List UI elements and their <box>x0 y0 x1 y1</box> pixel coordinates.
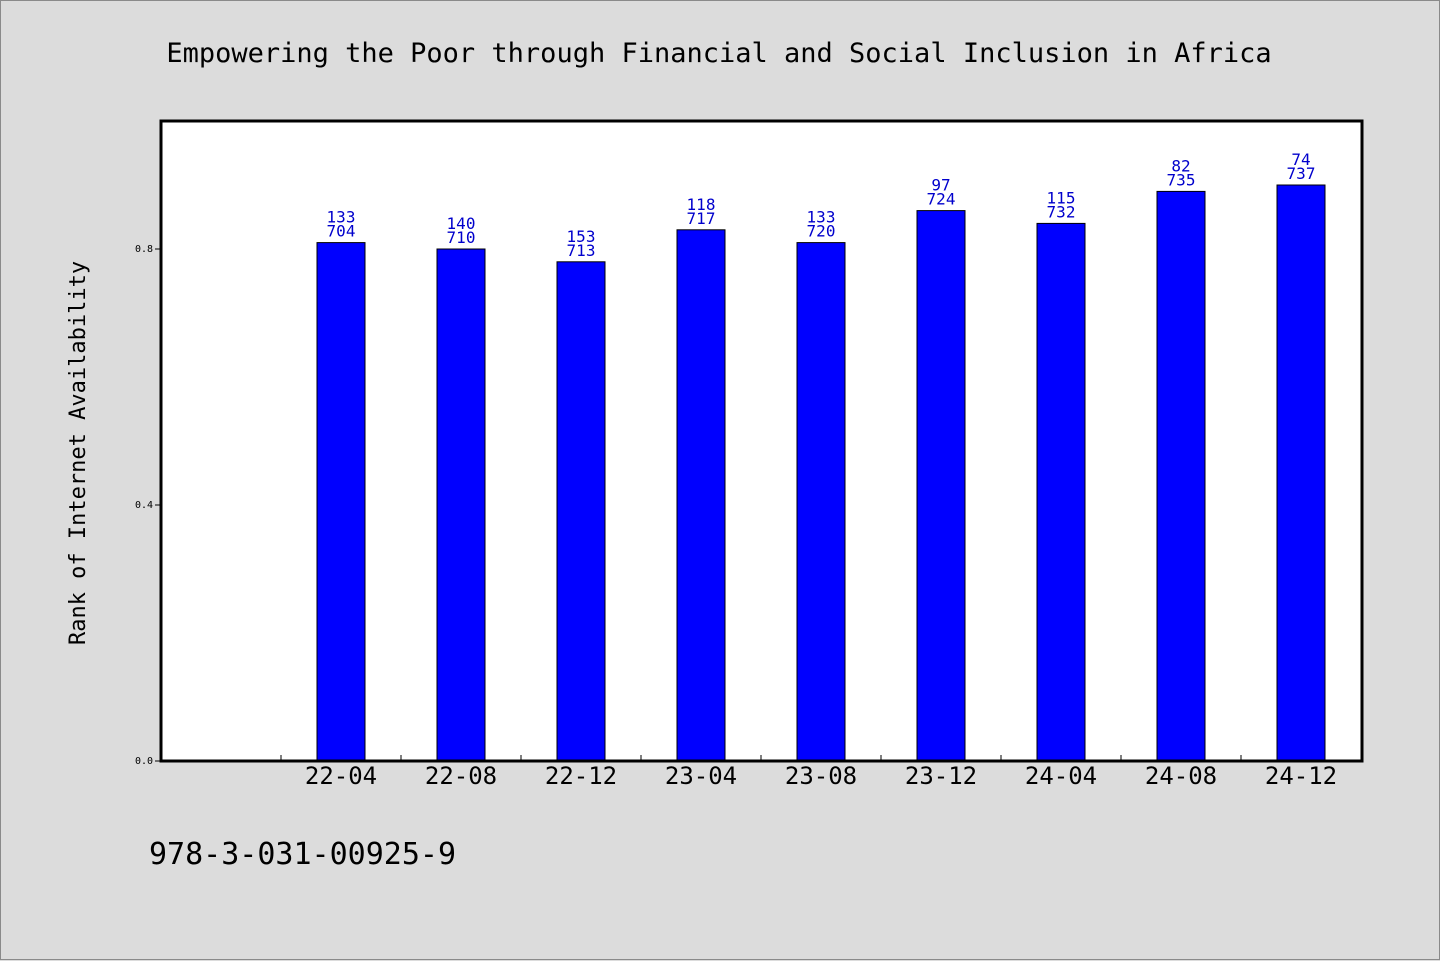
x-tick-label: 22-08 <box>425 762 497 790</box>
bar <box>676 229 726 762</box>
bar-label-top: 153 <box>567 227 596 246</box>
bar-label-top: 97 <box>931 176 950 195</box>
x-tick-label: 24-08 <box>1145 762 1217 790</box>
plot-border <box>159 119 1364 763</box>
bar-label-top: 74 <box>1291 150 1310 169</box>
bar-label-top: 115 <box>1047 188 1076 207</box>
x-tick-label: 22-04 <box>305 762 377 790</box>
bar-label-bottom: 710 <box>447 228 476 247</box>
bars-layer <box>316 184 1326 762</box>
bar-label-top: 133 <box>807 208 836 227</box>
bar-label-bottom: 724 <box>927 190 956 209</box>
bar-label-bottom: 713 <box>567 241 596 260</box>
bar-label-bottom: 735 <box>1167 170 1196 189</box>
bar-label-bottom: 720 <box>807 222 836 241</box>
bar-label-bottom: 717 <box>687 209 716 228</box>
bar <box>1276 184 1326 762</box>
bar <box>1156 190 1206 762</box>
bar <box>796 242 846 762</box>
bar <box>916 210 966 762</box>
chart-title: Empowering the Poor through Financial an… <box>166 38 1271 69</box>
bar <box>316 242 366 762</box>
bar <box>1036 222 1086 762</box>
bar-label-top: 118 <box>687 195 716 214</box>
x-tick-label: 24-12 <box>1265 762 1337 790</box>
x-tick-label: 23-12 <box>905 762 977 790</box>
bar <box>556 261 606 762</box>
y-axis-label: Rank of Internet Availability <box>66 261 91 645</box>
y-tick-label: 0.8 <box>135 244 153 255</box>
bar-label-bottom: 737 <box>1287 164 1316 183</box>
bar <box>436 248 486 762</box>
x-tick-label: 23-08 <box>785 762 857 790</box>
x-tick-label: 24-04 <box>1025 762 1097 790</box>
bar-label-bottom: 732 <box>1047 202 1076 221</box>
y-tick-label: 0.4 <box>135 500 153 511</box>
bar-label-top: 140 <box>447 214 476 233</box>
tick-layer: 0.0 0.4 0.8 22-04 22-08 22-12 23-04 23-08 23-12 2… <box>135 244 1362 790</box>
bar-label-bottom: 704 <box>327 222 356 241</box>
footer-isbn: 978-3-031-00925-9 <box>149 837 456 872</box>
bar-label-top: 133 <box>327 208 356 227</box>
y-tick-label: 0.0 <box>135 756 153 767</box>
x-tick-label: 22-12 <box>545 762 617 790</box>
bar-label-top: 82 <box>1171 156 1190 175</box>
x-tick-label: 23-04 <box>665 762 737 790</box>
